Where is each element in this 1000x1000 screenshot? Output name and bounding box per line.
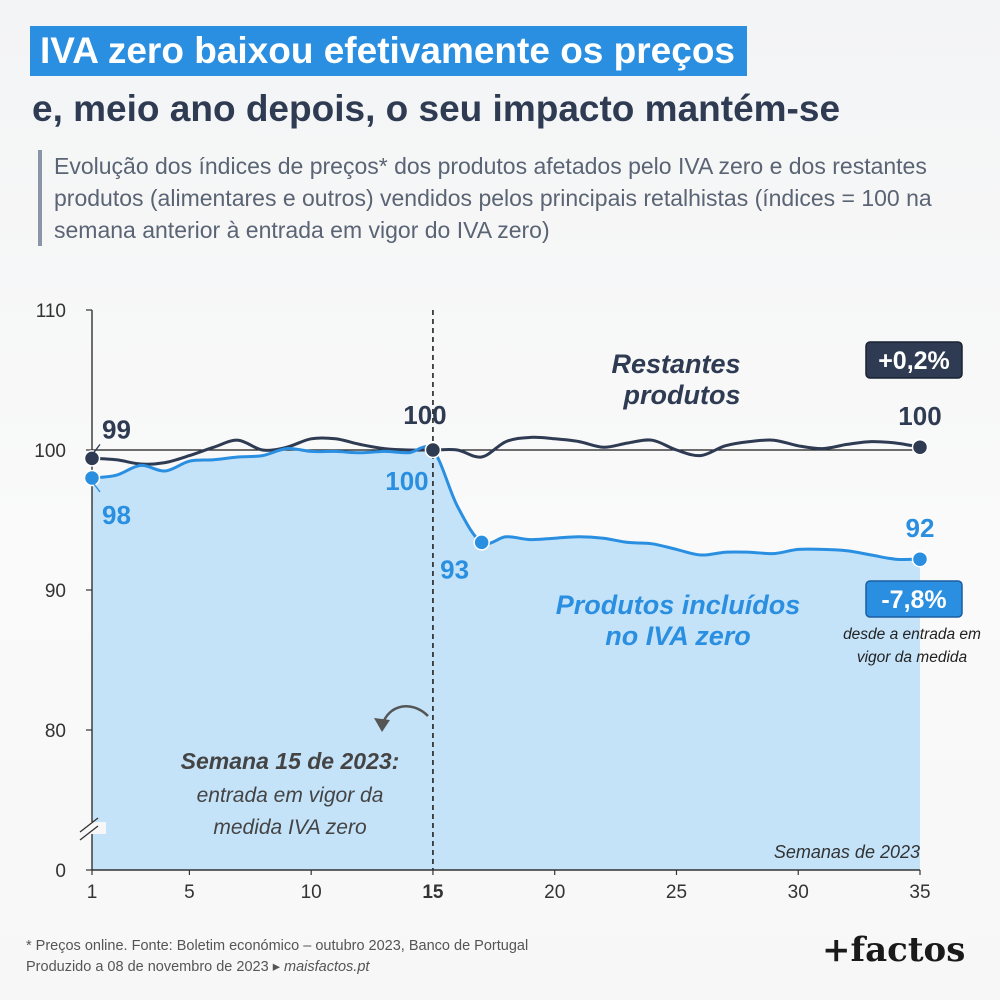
series-label-iva-zero: Produtos incluídos bbox=[556, 590, 801, 620]
value-label: 93 bbox=[440, 554, 469, 584]
event-annotation-text: entrada em vigor da bbox=[197, 784, 384, 807]
footnote: * Preços online. Fonte: Boletim económic… bbox=[26, 936, 528, 978]
source-note: * Preços online. Fonte: Boletim económic… bbox=[26, 938, 529, 954]
value-label-leader bbox=[93, 444, 101, 453]
x-tick-label: 20 bbox=[544, 882, 565, 903]
point-iva-drop bbox=[473, 534, 490, 551]
y-tick-label: 90 bbox=[45, 581, 66, 602]
series-line-iva-zero bbox=[91, 445, 921, 562]
series-label-iva-zero: no IVA zero bbox=[605, 621, 751, 651]
badge-note: desde a entrada em bbox=[843, 626, 981, 643]
site-link[interactable]: maisfactos.pt bbox=[284, 959, 370, 975]
x-tick-label: 1 bbox=[87, 882, 98, 903]
value-label: 100 bbox=[403, 400, 446, 430]
axis-break-mark bbox=[79, 825, 99, 841]
x-tick-label: 25 bbox=[666, 882, 687, 903]
point-restantes-start bbox=[83, 450, 101, 467]
annotation-arrow-head bbox=[374, 718, 390, 732]
x-tick-label: 30 bbox=[788, 882, 809, 903]
value-label: 98 bbox=[102, 500, 131, 530]
chart-subtitle: Evolução dos índices de preços* dos prod… bbox=[38, 150, 984, 246]
event-annotation-text: medida IVA zero bbox=[213, 816, 367, 839]
point-iva-end bbox=[911, 550, 929, 568]
x-tick-label: 10 bbox=[301, 882, 322, 903]
y-tick-label: 80 bbox=[45, 721, 66, 742]
x-tick-label: 35 bbox=[909, 882, 930, 903]
area-fill-iva-zero bbox=[92, 446, 920, 870]
produced-line: Produzido a 08 de novembro de 2023 ▸ mai… bbox=[26, 957, 528, 978]
value-label: 100 bbox=[898, 401, 941, 431]
change-badge-restantes-box bbox=[865, 341, 963, 379]
y-tick-label: 0 bbox=[55, 861, 66, 882]
point-event bbox=[424, 441, 442, 459]
x-axis-label: Semanas de 2023 bbox=[774, 842, 920, 862]
point-restantes-end bbox=[911, 438, 929, 456]
value-label: 100 bbox=[385, 466, 428, 496]
point-iva-start bbox=[83, 469, 101, 487]
badge-note: vigor da medida bbox=[857, 649, 968, 666]
value-label: 92 bbox=[906, 513, 935, 543]
chart-title-line2: e, meio ano depois, o seu impacto mantém… bbox=[32, 88, 841, 129]
y-tick-label: 100 bbox=[34, 441, 66, 462]
y-tick-label: 110 bbox=[36, 301, 66, 322]
series-line-restantes bbox=[91, 435, 921, 466]
axis-break-gap bbox=[78, 822, 106, 834]
x-tick-label: 5 bbox=[184, 882, 195, 903]
chart-title-line1: IVA zero baixou efetivamente os preços bbox=[30, 26, 747, 76]
produced-date: Produzido a 08 de novembro de 2023 bbox=[26, 959, 269, 975]
change-badge-iva-zero: -7,8% bbox=[881, 586, 946, 614]
x-tick-label: 15 bbox=[422, 882, 444, 903]
value-label: 99 bbox=[102, 414, 131, 444]
series-label-restantes: Restantes bbox=[611, 349, 740, 379]
event-annotation-title: Semana 15 de 2023: bbox=[181, 748, 400, 774]
arrow-icon: ▸ bbox=[272, 959, 280, 975]
change-badge-restantes: +0,2% bbox=[878, 347, 950, 375]
change-badge-iva-zero-box bbox=[865, 580, 963, 618]
brand-logo: +factos bbox=[822, 930, 966, 970]
value-label-leader bbox=[93, 483, 101, 493]
axis-break-mark bbox=[79, 817, 99, 833]
series-label-restantes: produtos bbox=[623, 380, 741, 410]
title-block: IVA zero baixou efetivamente os preços bbox=[30, 26, 747, 76]
